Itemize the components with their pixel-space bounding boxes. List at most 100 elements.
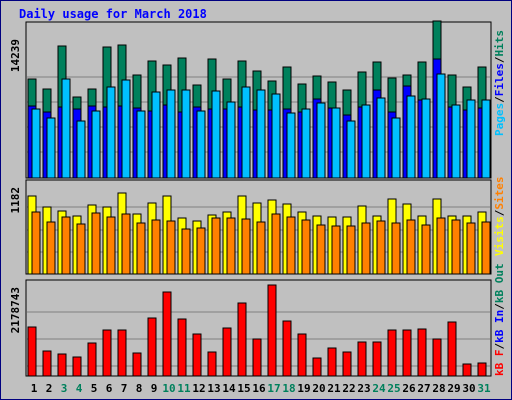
x-tick-label: 31 xyxy=(477,382,491,395)
x-tick-label: 11 xyxy=(177,382,191,395)
kbytes-bar-kb-f xyxy=(117,329,127,377)
legend-entry: Visits xyxy=(493,216,506,256)
visits-sites-bar-sites xyxy=(136,222,146,275)
kbytes-bar-kb-f xyxy=(462,363,472,377)
hits-files-pages-bar-pages xyxy=(466,99,476,179)
kbytes-bar-kb-f xyxy=(207,351,217,377)
x-tick-label: 29 xyxy=(447,382,460,395)
kbytes-bar-kb-f xyxy=(402,329,412,377)
kbytes-bar-kb-f xyxy=(342,351,352,377)
x-tick-label: 4 xyxy=(76,382,83,395)
hits-files-pages-bar-pages xyxy=(136,110,146,179)
hits-files-pages-bar-pages xyxy=(316,102,326,179)
visits-sites-bar-sites xyxy=(436,217,446,275)
kbytes-bar-kb-f xyxy=(387,329,397,377)
visits-sites-bar-sites xyxy=(406,219,416,275)
hits-files-pages-bar-pages xyxy=(301,108,311,179)
visits-sites-bar-sites xyxy=(151,219,161,275)
visits-sites-bar-sites xyxy=(76,223,86,275)
legend-entry: / xyxy=(493,303,506,310)
hits-files-pages-bar-pages xyxy=(166,89,176,179)
visits-sites-bar-sites xyxy=(376,220,386,275)
visits-sites-bar-sites xyxy=(421,224,431,275)
x-tick-label: 6 xyxy=(106,382,113,395)
x-tick-label: 27 xyxy=(417,382,430,395)
kbytes-bar-kb-f xyxy=(237,302,247,377)
visits-sites-bar-sites xyxy=(181,228,191,275)
kbytes-bar-kb-f xyxy=(252,338,262,377)
x-tick-label: 20 xyxy=(312,382,325,395)
visits-sites-bar-sites xyxy=(451,219,461,275)
visits-sites-bar-sites xyxy=(241,218,251,275)
hits-files-pages-bar-pages xyxy=(31,108,41,179)
legend-0: Pages/Files/Hits xyxy=(493,30,506,136)
x-tick-label: 19 xyxy=(297,382,310,395)
visits-sites-bar-sites xyxy=(286,216,296,275)
legend-entry: / xyxy=(493,343,506,350)
kbytes-bar-kb-f xyxy=(42,350,52,377)
visits-sites-bar-sites xyxy=(106,216,116,275)
visits-sites-bar-sites xyxy=(466,222,476,275)
hits-files-pages-bar-pages xyxy=(181,89,191,179)
x-tick-label: 7 xyxy=(121,382,128,395)
hits-files-pages-bar-pages xyxy=(46,117,56,179)
visits-sites-bar-sites xyxy=(481,221,491,275)
visits-sites-bar-sites xyxy=(121,213,131,275)
kbytes-bar-kb-f xyxy=(447,321,457,377)
legend-entry: kB Out xyxy=(493,263,506,303)
legend-entry: / xyxy=(493,209,506,216)
x-tick-label: 2 xyxy=(46,382,53,395)
x-tick-label: 25 xyxy=(387,382,400,395)
hits-files-pages-panel: 14239 xyxy=(9,20,492,179)
legend-entry: Files xyxy=(493,63,506,96)
x-tick-label: 10 xyxy=(162,382,175,395)
visits-sites-bar-sites xyxy=(316,224,326,275)
x-tick-label: 21 xyxy=(327,382,341,395)
hits-files-pages-ymax-label: 14239 xyxy=(9,39,22,72)
kbytes-bar-kb-f xyxy=(267,284,277,377)
hits-files-pages-bar-pages xyxy=(76,120,86,179)
kbytes-bar-kb-f xyxy=(102,329,112,377)
kbytes-bar-kb-f xyxy=(132,352,142,377)
x-tick-label: 15 xyxy=(237,382,250,395)
x-tick-label: 30 xyxy=(462,382,475,395)
x-tick-label: 26 xyxy=(402,382,416,395)
kbytes-bar-kb-f xyxy=(192,333,202,377)
x-tick-label: 1 xyxy=(31,382,38,395)
hits-files-pages-bar-pages xyxy=(331,107,341,179)
visits-sites-panel: 1182 xyxy=(9,179,492,275)
kbytes-bar-kb-f xyxy=(282,320,292,377)
kbytes-panel: 2178743 xyxy=(9,279,492,377)
kbytes-bar-kb-f xyxy=(72,356,82,377)
x-tick-label: 12 xyxy=(192,382,205,395)
kbytes-bar-kb-f xyxy=(147,317,157,377)
x-tick-label: 13 xyxy=(207,382,220,395)
legend-entry: kB F xyxy=(493,350,506,377)
hits-files-pages-bar-pages xyxy=(211,90,221,179)
hits-files-pages-bar-pages xyxy=(226,101,236,179)
hits-files-pages-bar-pages xyxy=(406,95,416,179)
legend-entry: Hits xyxy=(493,30,506,57)
kbytes-bar-kb-f xyxy=(477,362,487,377)
x-tick-label: 18 xyxy=(282,382,295,395)
visits-sites-bar-sites xyxy=(91,212,101,275)
kbytes-bar-kb-f xyxy=(417,328,427,377)
visits-sites-bar-sites xyxy=(361,222,371,275)
x-tick-label: 8 xyxy=(136,382,143,395)
visits-sites-bar-sites xyxy=(31,211,41,275)
kbytes-bar-kb-f xyxy=(327,347,337,377)
visits-sites-bar-sites xyxy=(346,225,356,275)
legend-entry: / xyxy=(493,96,506,103)
legend-entry: kB In xyxy=(493,310,506,343)
kbytes-bar-kb-f xyxy=(357,341,367,377)
hits-files-pages-bar-pages xyxy=(451,104,461,179)
visits-sites-bar-sites xyxy=(61,216,71,275)
kbytes-bar-kb-f xyxy=(297,333,307,377)
kbytes-bar-kb-f xyxy=(372,341,382,377)
x-tick-label: 22 xyxy=(342,382,355,395)
legend-entry: / xyxy=(493,56,506,63)
legend-2: kB F/kB In/kB Out xyxy=(493,263,506,376)
x-tick-label: 24 xyxy=(372,382,386,395)
visits-sites-bar-sites xyxy=(301,219,311,275)
